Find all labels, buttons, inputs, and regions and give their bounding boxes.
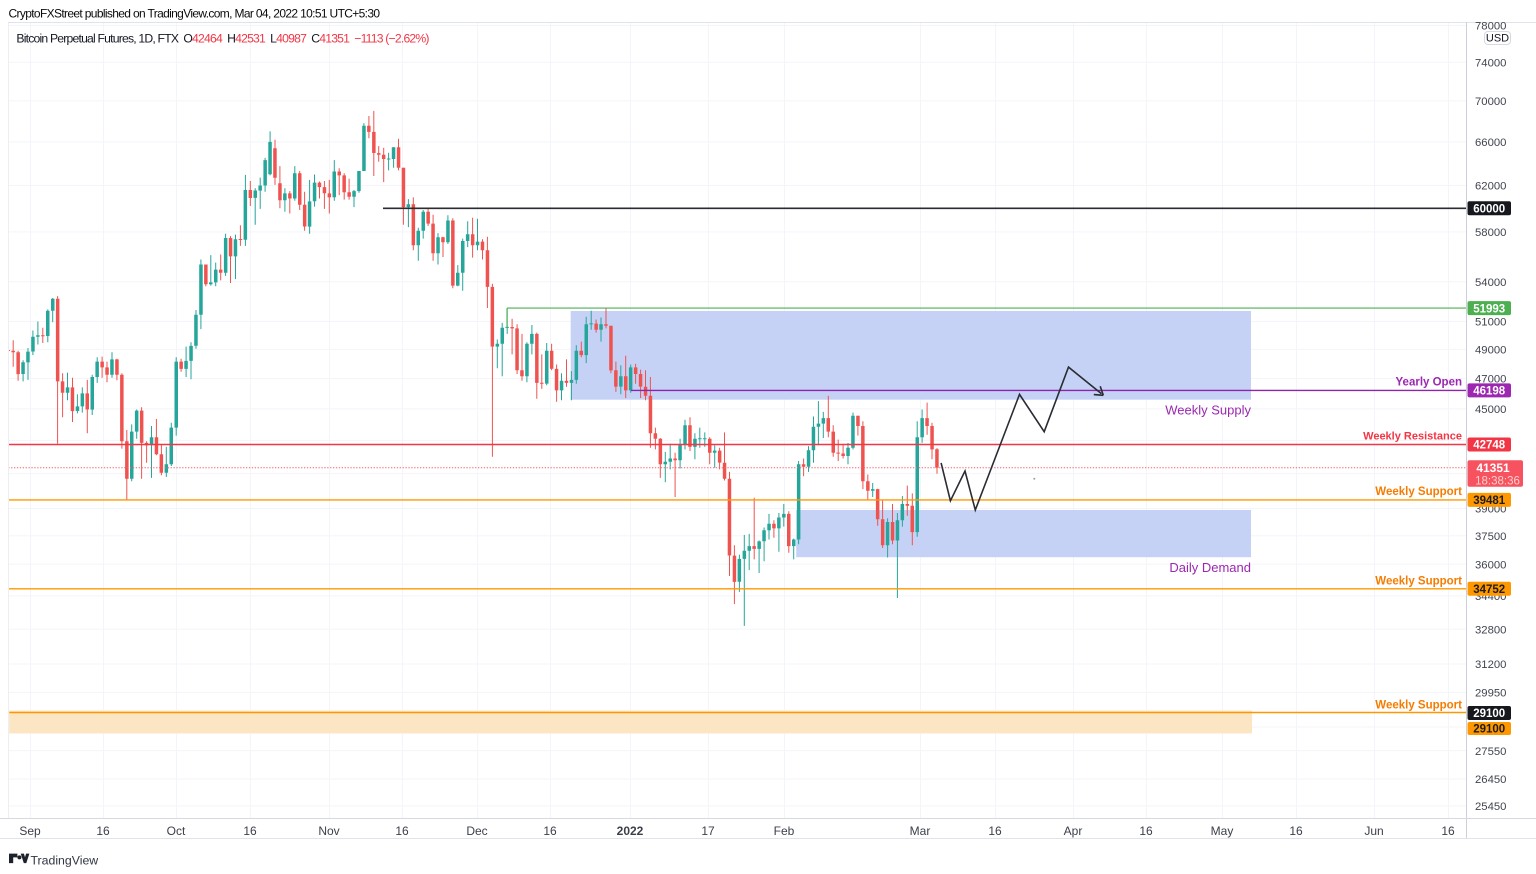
- svg-text:26450: 26450: [1475, 774, 1506, 786]
- svg-text:31200: 31200: [1475, 659, 1506, 671]
- svg-text:Jun: Jun: [1364, 824, 1383, 838]
- svg-text:29100: 29100: [1473, 708, 1505, 720]
- svg-text:Nov: Nov: [318, 824, 339, 838]
- svg-text:Daily Demand: Daily Demand: [1169, 560, 1251, 575]
- svg-text:70000: 70000: [1475, 96, 1506, 108]
- svg-text:29950: 29950: [1475, 688, 1506, 700]
- svg-text:Oct: Oct: [167, 824, 186, 838]
- svg-text:17: 17: [701, 824, 715, 838]
- svg-text:74000: 74000: [1475, 57, 1506, 69]
- svg-text:Weekly Support: Weekly Support: [1375, 575, 1462, 587]
- svg-text:46198: 46198: [1473, 386, 1506, 398]
- svg-text:Weekly Support: Weekly Support: [1375, 700, 1462, 712]
- svg-text:16: 16: [988, 824, 1002, 838]
- svg-text:16: 16: [1441, 824, 1455, 838]
- svg-text:25450: 25450: [1475, 801, 1506, 813]
- svg-text:41351: 41351: [1476, 461, 1510, 475]
- svg-text:78000: 78000: [1475, 21, 1506, 33]
- svg-text:49000: 49000: [1475, 345, 1506, 357]
- svg-text:Dec: Dec: [466, 824, 487, 838]
- svg-text:Weekly Support: Weekly Support: [1375, 486, 1462, 498]
- svg-text:16: 16: [243, 824, 257, 838]
- svg-text:45000: 45000: [1475, 404, 1506, 416]
- svg-text:27550: 27550: [1475, 746, 1506, 758]
- svg-text:16: 16: [96, 824, 110, 838]
- svg-text:TradingView: TradingView: [31, 854, 99, 868]
- svg-text:29100: 29100: [1473, 724, 1505, 736]
- svg-text:32800: 32800: [1475, 624, 1506, 636]
- svg-text:Yearly Open: Yearly Open: [1396, 376, 1462, 388]
- svg-text:66000: 66000: [1475, 137, 1506, 149]
- svg-text:CryptoFXStreet published on Tr: CryptoFXStreet published on TradingView.…: [9, 6, 381, 20]
- svg-text:42748: 42748: [1473, 440, 1506, 452]
- svg-text:Weekly Resistance: Weekly Resistance: [1363, 430, 1462, 442]
- svg-text:37500: 37500: [1475, 531, 1506, 543]
- svg-text:Sep: Sep: [19, 824, 41, 838]
- svg-text:Bitcoin Perpetual Futures, 1D,: Bitcoin Perpetual Futures, 1D, FTX O4246…: [16, 31, 429, 45]
- svg-text:36000: 36000: [1475, 559, 1506, 571]
- svg-text:47000: 47000: [1475, 374, 1506, 386]
- svg-text:Apr: Apr: [1064, 824, 1083, 838]
- svg-text:May: May: [1211, 824, 1234, 838]
- svg-text:2022: 2022: [617, 824, 644, 838]
- svg-text:60000: 60000: [1473, 204, 1505, 216]
- svg-text:16: 16: [395, 824, 409, 838]
- svg-text:34752: 34752: [1473, 584, 1505, 596]
- svg-text:51993: 51993: [1473, 303, 1505, 315]
- svg-text:58000: 58000: [1475, 227, 1506, 239]
- svg-text:Weekly Supply: Weekly Supply: [1165, 403, 1251, 418]
- svg-text:16: 16: [1139, 824, 1153, 838]
- svg-text:62000: 62000: [1475, 181, 1506, 193]
- svg-text:18:38:36: 18:38:36: [1475, 476, 1520, 488]
- svg-text:39481: 39481: [1473, 495, 1506, 507]
- svg-text:USD: USD: [1486, 33, 1509, 45]
- svg-text:16: 16: [543, 824, 557, 838]
- svg-text:51000: 51000: [1475, 317, 1506, 329]
- svg-text:16: 16: [1289, 824, 1303, 838]
- svg-text:54000: 54000: [1475, 277, 1506, 289]
- svg-text:Mar: Mar: [910, 824, 931, 838]
- svg-text:Feb: Feb: [774, 824, 795, 838]
